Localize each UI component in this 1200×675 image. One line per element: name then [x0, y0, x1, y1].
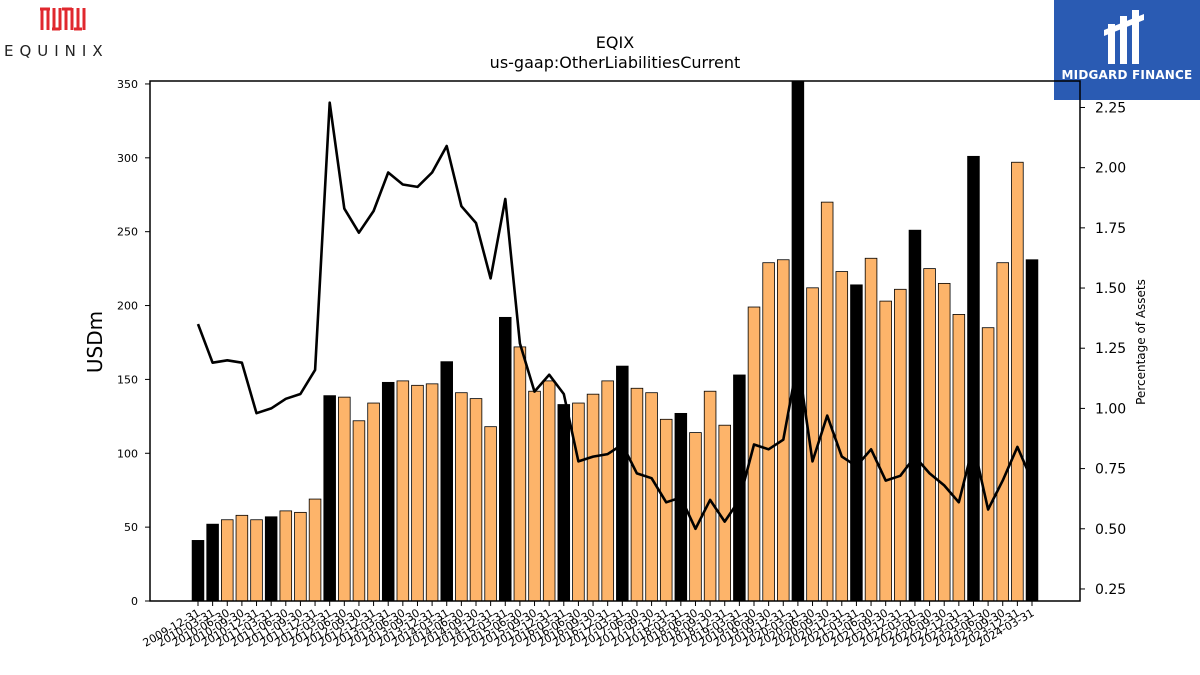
bar-2022-09-30	[937, 282, 951, 602]
y2-axis: 0.25 0.50 0.75 1.00 1.25 1.50 1.75 2.00 2.25	[1080, 100, 1126, 598]
bar-2019-06-30	[747, 306, 761, 602]
y-tick-label: 250	[117, 226, 138, 239]
y2-tick-label: 2.00	[1095, 161, 1126, 177]
bar-2022-03-31	[908, 229, 922, 602]
bar-2024-03-31	[1025, 259, 1039, 602]
y2-tick-label: 1.50	[1095, 281, 1126, 297]
y2-tick-label: 1.00	[1095, 401, 1126, 417]
bar-2010-06-30	[221, 519, 234, 602]
bar-2011-09-30	[294, 511, 307, 602]
bar-2010-09-30	[235, 514, 249, 602]
bar-2014-12-31	[484, 426, 497, 602]
bar-2011-12-31	[308, 498, 322, 602]
y-tick-label: 100	[117, 447, 138, 460]
y2-tick-label: 0.50	[1095, 522, 1126, 538]
midgard-logo-mark-icon	[1104, 10, 1144, 64]
bar-2017-09-30	[645, 392, 658, 602]
equinix-logo: EQUINIX	[0, 0, 125, 70]
bar-2010-03-31	[206, 523, 219, 602]
bar-2012-06-30	[338, 396, 351, 602]
bar-2019-09-30	[762, 262, 775, 602]
y-tick-label: 50	[124, 521, 138, 534]
bar-2012-09-30	[352, 420, 366, 602]
bar-2022-06-30	[923, 268, 936, 602]
bar-2011-03-31	[264, 516, 278, 602]
bar-2013-12-31	[425, 383, 439, 602]
bar-2016-03-31	[557, 404, 571, 602]
bar-2021-12-31	[894, 288, 907, 602]
bar-2021-09-30	[879, 300, 892, 602]
y2-tick-label: 1.75	[1095, 221, 1126, 237]
bar-2013-09-30	[411, 384, 424, 602]
y2-tick-label: 2.25	[1095, 100, 1126, 116]
y-tick-label: 350	[117, 78, 138, 91]
bar-2023-09-30	[996, 262, 1009, 602]
bar-2016-09-30	[586, 393, 600, 602]
y2-tick-label: 0.75	[1095, 462, 1126, 478]
bar-2014-03-31	[440, 361, 453, 602]
midgard-finance-logo: MIDGARD FINANCE	[1054, 0, 1200, 100]
bar-2009-12-31	[191, 540, 205, 602]
bar-2021-03-31	[850, 284, 863, 602]
bar-2023-03-31	[967, 155, 980, 602]
y-tick-label: 300	[117, 152, 138, 165]
y2-tick-label: 1.25	[1095, 341, 1126, 357]
bar-2014-06-30	[455, 392, 468, 602]
bar-2021-06-30	[864, 257, 878, 602]
y-tick-label: 150	[117, 373, 138, 386]
y-axis: 0 50 100 150 200 250 300 350	[117, 78, 150, 608]
bar-2020-12-31	[835, 271, 849, 602]
bar-2013-06-30	[396, 380, 410, 602]
y-axis-label: USDm	[83, 311, 107, 373]
equinix-logo-mark-icon	[40, 7, 86, 31]
bar-2010-12-31	[250, 519, 263, 602]
bar-2022-12-31	[952, 314, 966, 602]
bar-2013-03-31	[381, 381, 395, 602]
bar-2015-09-30	[528, 390, 541, 602]
equinix-wordmark: EQUINIX	[4, 42, 109, 60]
bar-2012-03-31	[323, 395, 336, 602]
bar-2015-03-31	[499, 316, 512, 602]
plot-frame	[149, 80, 1081, 602]
bar-2016-06-30	[572, 402, 585, 602]
bar-2018-12-31	[718, 424, 731, 602]
chart-subtitle: us-gaap:OtherLiabilitiesCurrent	[490, 53, 741, 72]
bar-2017-06-30	[630, 387, 644, 602]
y-tick-label: 200	[117, 300, 138, 313]
bar-2015-06-30	[513, 346, 527, 602]
bar-2023-06-30	[981, 327, 995, 602]
chart-title: EQIX	[596, 33, 634, 52]
bar-2020-03-31	[791, 80, 805, 602]
bar-2023-12-31	[1011, 161, 1024, 602]
bar-2020-09-30	[820, 201, 834, 602]
bar-2011-06-30	[279, 510, 293, 602]
bar-2017-12-31	[659, 418, 673, 602]
bar-2014-09-30	[469, 398, 483, 602]
y-tick-label: 0	[131, 595, 138, 608]
bar-2018-09-30	[703, 390, 717, 602]
y2-tick-label: 0.25	[1095, 582, 1126, 598]
bar-2018-06-30	[689, 432, 702, 602]
bar-2012-12-31	[367, 402, 380, 602]
y2-axis-label: Percentage of Assets	[1134, 279, 1148, 405]
bar-2016-12-31	[601, 380, 614, 602]
midgard-wordmark: MIDGARD FINANCE	[1061, 68, 1193, 82]
bar-2015-12-31	[542, 380, 556, 602]
line-layer	[196, 101, 1034, 531]
bar-2017-03-31	[616, 365, 629, 602]
pct-of-assets-line	[196, 101, 1034, 531]
bar-2019-12-31	[777, 259, 790, 602]
x-axis: 2009-12-312010-03-312010-06-302010-09-30…	[141, 601, 1037, 650]
bars-layer	[191, 80, 1039, 602]
